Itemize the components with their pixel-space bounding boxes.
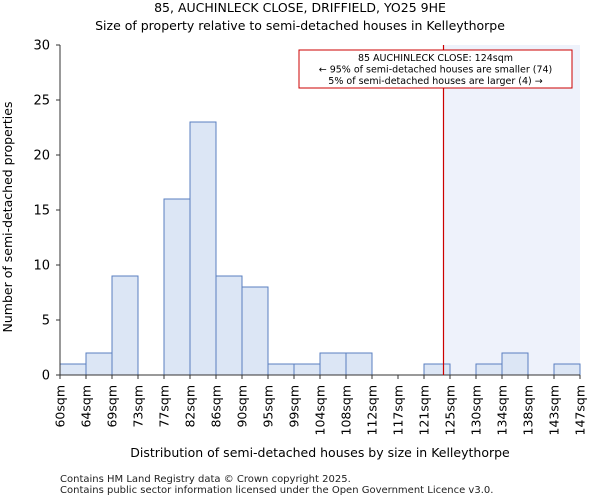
- x-tick-label: 130sqm: [469, 385, 484, 435]
- x-tick-label: 104sqm: [313, 385, 328, 435]
- annotation-text-line: 5% of semi-detached houses are larger (4…: [328, 76, 542, 87]
- histogram-bar: [319, 352, 347, 376]
- chart-subtitle: Size of property relative to semi-detach…: [95, 18, 505, 33]
- y-tick-label: 25: [33, 94, 50, 109]
- annotation-text-line: ← 95% of semi-detached houses are smalle…: [319, 65, 553, 76]
- histogram-bar: [59, 363, 87, 376]
- y-tick-label: 15: [33, 204, 50, 219]
- annotation-box: [298, 49, 573, 89]
- footer-line-1: Contains HM Land Registry data © Crown c…: [60, 474, 351, 485]
- x-tick-label: 138sqm: [521, 385, 536, 435]
- histogram-bar: [189, 121, 217, 376]
- x-tick-label: 147sqm: [573, 385, 588, 435]
- x-tick-label: 73sqm: [131, 385, 146, 428]
- annotation-text-line: 85 AUCHINLECK CLOSE: 124sqm: [358, 53, 513, 64]
- x-tick-label: 125sqm: [443, 385, 458, 435]
- x-axis-label: Distribution of semi-detached houses by …: [130, 445, 510, 460]
- x-tick-label: 143sqm: [547, 385, 562, 435]
- x-tick-label: 95sqm: [261, 385, 276, 428]
- x-tick-label: 86sqm: [209, 385, 224, 428]
- histogram-bar: [293, 363, 321, 376]
- histogram-bar: [241, 286, 269, 376]
- x-tick-label: 82sqm: [183, 385, 198, 428]
- histogram-bar: [85, 352, 113, 376]
- y-tick-label: 10: [33, 259, 50, 274]
- histogram-bar: [345, 352, 373, 376]
- histogram-bar: [215, 275, 243, 376]
- histogram-bar: [163, 198, 191, 376]
- histogram-bar: [501, 352, 529, 376]
- histogram-bar: [423, 363, 451, 376]
- x-tick-label: 64sqm: [79, 385, 94, 428]
- x-tick-label: 112sqm: [365, 385, 380, 435]
- y-tick-label: 30: [33, 39, 50, 54]
- y-tick-label: 5: [42, 314, 50, 329]
- x-tick-label: 117sqm: [391, 385, 406, 435]
- x-tick-label: 60sqm: [53, 385, 68, 428]
- histogram-bar: [475, 363, 503, 376]
- x-tick-label: 99sqm: [287, 385, 302, 428]
- x-tick-label: 90sqm: [235, 385, 250, 428]
- y-tick-label: 0: [42, 369, 50, 384]
- chart-title: 85, AUCHINLECK CLOSE, DRIFFIELD, YO25 9H…: [154, 0, 446, 15]
- x-tick-label: 108sqm: [339, 385, 354, 435]
- histogram-bar: [553, 363, 581, 376]
- footer-line-2: Contains public sector information licen…: [60, 485, 494, 496]
- histogram-bar: [111, 275, 139, 376]
- x-tick-label: 77sqm: [157, 385, 172, 428]
- x-tick-label: 134sqm: [495, 385, 510, 435]
- y-tick-label: 20: [33, 149, 50, 164]
- x-tick-label: 121sqm: [417, 385, 432, 435]
- x-tick-label: 69sqm: [105, 385, 120, 428]
- histogram-bar: [267, 363, 295, 376]
- y-axis-label: Number of semi-detached properties: [0, 102, 15, 333]
- larger-region-highlight: [443, 45, 580, 375]
